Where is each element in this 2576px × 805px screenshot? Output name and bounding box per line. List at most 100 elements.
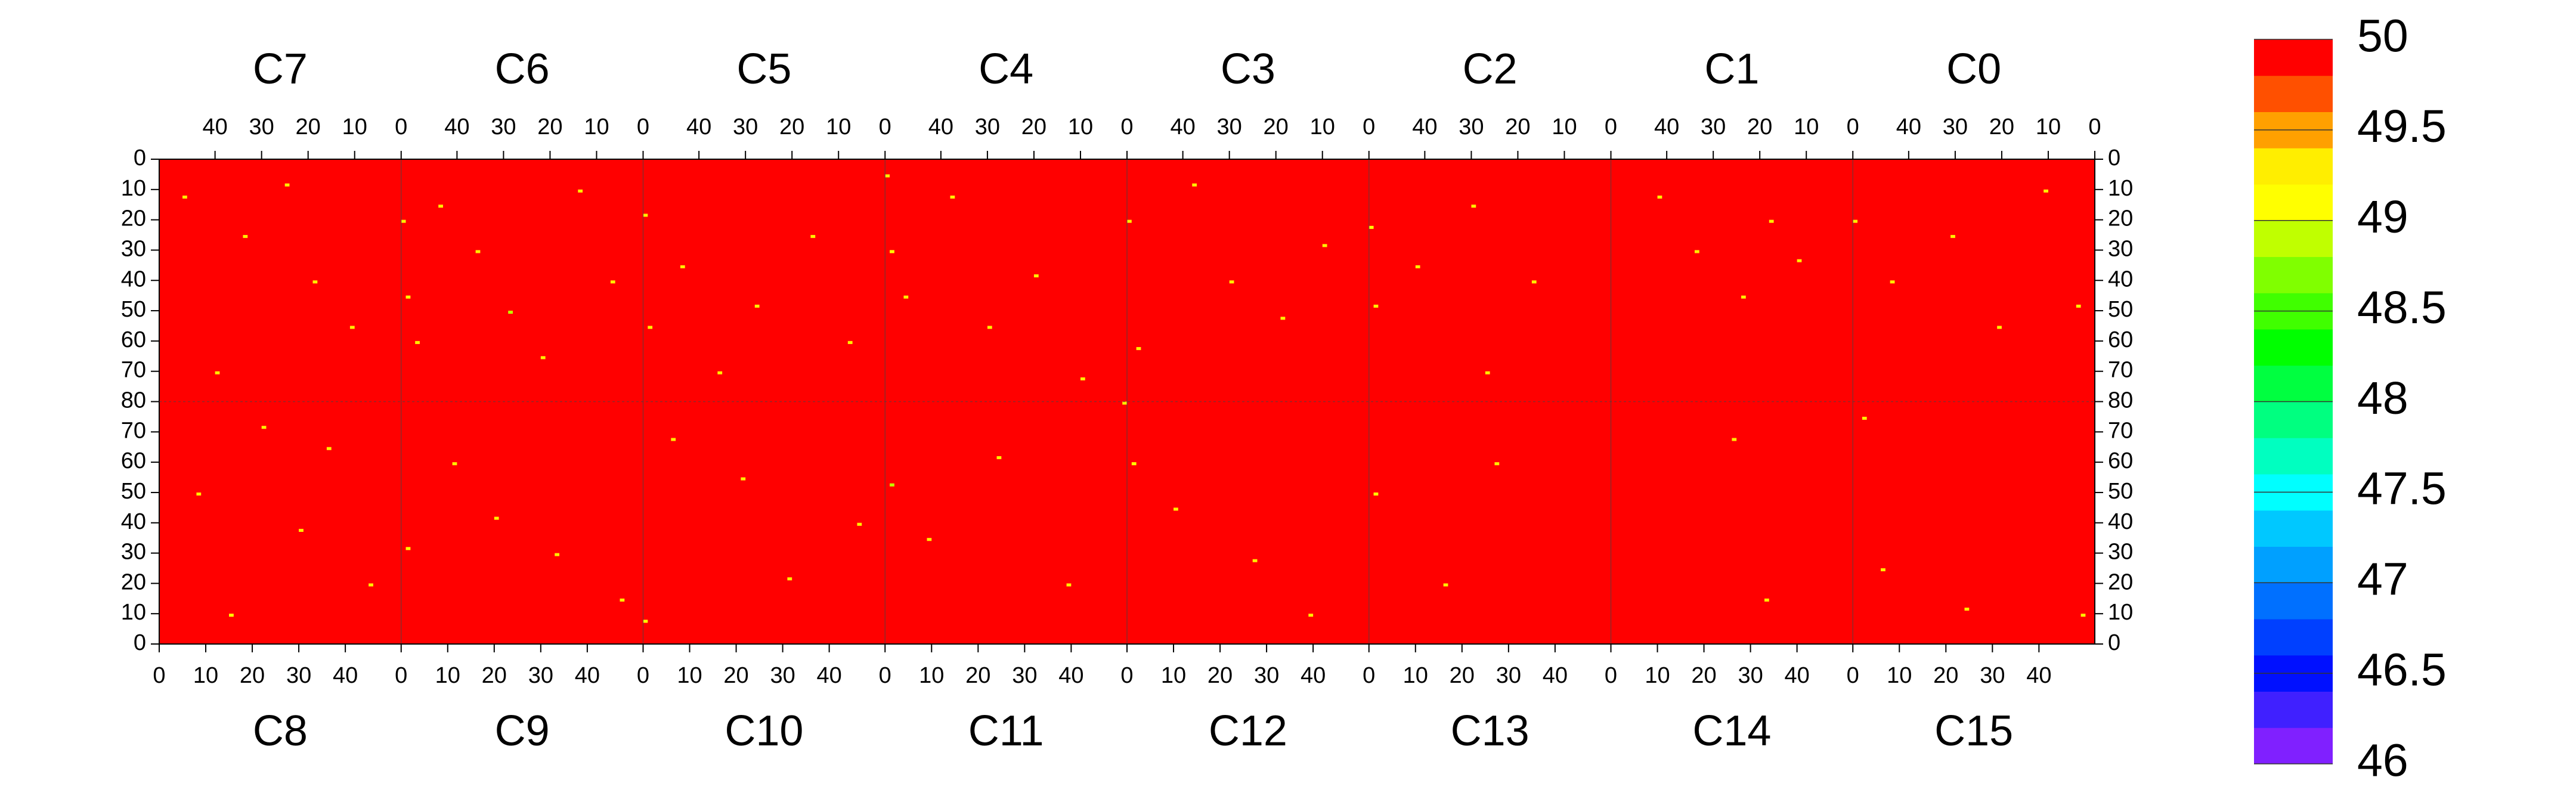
heatmap-cell <box>857 522 862 526</box>
heatmap-cell <box>717 371 723 374</box>
heatmap-cell <box>1122 401 1127 405</box>
heatmap-cell <box>1471 205 1476 208</box>
y-tick-label: 10 <box>2108 600 2133 625</box>
colorbar-band <box>2254 727 2333 764</box>
heatmap-cell <box>996 456 1002 460</box>
x-tick-label: 0 <box>395 114 407 140</box>
heatmap-cell <box>680 265 685 268</box>
colorbar-band <box>2254 583 2333 620</box>
panel-label: C13 <box>1451 707 1530 755</box>
y-tick-label: 0 <box>2108 630 2120 655</box>
x-tick-label: 40 <box>1654 114 1679 140</box>
heatmap-cell <box>1485 371 1490 374</box>
x-tick-label: 20 <box>296 114 321 140</box>
x-tick-label: 0 <box>1847 114 1859 140</box>
heatmap-cell <box>578 189 583 193</box>
heatmap-cell <box>1136 347 1141 351</box>
x-tick-label: 30 <box>1217 114 1242 140</box>
heatmap-cell <box>927 538 932 541</box>
heatmap-cell <box>540 356 546 360</box>
heatmap-cell <box>1657 195 1662 199</box>
heatmap-cell <box>1797 259 1802 262</box>
x-tick-label: 10 <box>584 114 609 140</box>
panel-label: C1 <box>1704 45 1759 93</box>
x-tick-label: 0 <box>879 663 891 688</box>
heatmap-cell <box>349 326 355 329</box>
x-tick-label: 40 <box>1784 663 1809 688</box>
heatmap-cell <box>1950 235 1955 239</box>
heatmap-cell <box>885 174 890 178</box>
heatmap-cell <box>196 492 202 496</box>
heatmap-cell <box>950 195 955 199</box>
heatmap-cell <box>2076 304 2081 308</box>
heatmap-cell <box>1373 304 1379 308</box>
heatmap-cell <box>438 205 443 208</box>
heatmap-cell <box>1769 219 1774 223</box>
heatmap-cell <box>754 304 760 308</box>
x-tick-label: 0 <box>1605 114 1617 140</box>
x-tick-label: 40 <box>816 663 841 688</box>
heatmap-cell <box>405 295 411 299</box>
x-tick-label: 0 <box>1847 663 1859 688</box>
x-tick-label: 40 <box>1301 663 1326 688</box>
y-tick-label: 40 <box>121 267 146 292</box>
x-tick-label: 40 <box>2026 663 2051 688</box>
heatmap-cell <box>299 528 304 532</box>
colorbar-band <box>2254 184 2333 221</box>
x-tick-label: 10 <box>826 114 851 140</box>
y-tick-label: 50 <box>121 479 146 504</box>
heatmap-cell <box>1890 280 1895 284</box>
x-tick-label: 10 <box>677 663 702 688</box>
y-tick-label: 20 <box>2108 569 2133 595</box>
colorbar-tick-label: 49 <box>2357 191 2408 243</box>
y-tick-label: 40 <box>121 509 146 534</box>
x-tick-label: 20 <box>1450 663 1475 688</box>
x-tick-label: 30 <box>770 663 795 688</box>
x-tick-label: 20 <box>482 663 507 688</box>
colorbar-tick-label: 48 <box>2357 373 2408 424</box>
x-tick-label: 30 <box>733 114 758 140</box>
colorbar-tick-label: 50 <box>2357 10 2408 61</box>
heatmap-cell <box>555 553 560 556</box>
colorbar-band <box>2254 329 2333 366</box>
heatmap-cell <box>847 340 853 344</box>
heatmap-cell <box>326 447 332 450</box>
panel-label: C10 <box>724 707 803 755</box>
y-tick-label: 50 <box>121 297 146 322</box>
panel-label: C2 <box>1463 45 1518 93</box>
heatmap-cell <box>1997 326 2002 329</box>
panel-label: C4 <box>979 45 1033 93</box>
heatmap-cell <box>475 250 481 253</box>
heatmap-cell <box>1322 244 1327 247</box>
x-tick-label: 30 <box>528 663 553 688</box>
heatmap-cell <box>2044 189 2048 193</box>
y-tick-label: 80 <box>121 388 146 413</box>
heatmap-cell <box>643 620 648 623</box>
heatmap-cell <box>1764 598 1769 602</box>
heatmap-cell <box>1127 219 1132 223</box>
panel-label: C5 <box>736 45 791 93</box>
heatmap-cell <box>648 326 653 329</box>
colorbar-band <box>2254 691 2333 728</box>
x-tick-label: 30 <box>975 114 1000 140</box>
heatmap-cell <box>2080 614 2086 617</box>
heatmap-cell <box>610 280 615 284</box>
heatmap-cell <box>1694 250 1699 253</box>
y-tick-label: 10 <box>2108 176 2133 201</box>
panel-label: C6 <box>495 45 550 93</box>
x-tick-label: 0 <box>395 663 407 688</box>
x-tick-label: 10 <box>342 114 367 140</box>
heatmap-cell <box>987 326 992 329</box>
x-tick-label: 20 <box>1021 114 1046 140</box>
y-tick-label: 20 <box>2108 206 2133 231</box>
y-tick-label: 30 <box>121 236 146 261</box>
colorbar-band <box>2254 546 2333 583</box>
y-tick-label: 30 <box>2108 540 2133 565</box>
x-tick-label: 40 <box>575 663 600 688</box>
heatmap-cell <box>1280 317 1286 320</box>
heatmap-cell <box>1881 568 1885 572</box>
y-tick-label: 70 <box>121 418 146 443</box>
x-tick-label: 0 <box>637 663 649 688</box>
heatmap-cell <box>508 311 513 314</box>
colorbar-band <box>2254 510 2333 547</box>
